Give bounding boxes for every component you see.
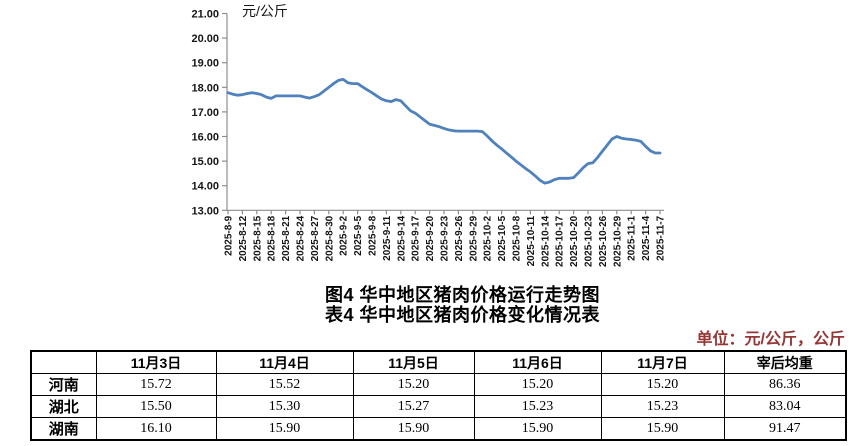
svg-text:2025-9-11: 2025-9-11: [382, 215, 393, 260]
svg-text:15.00: 15.00: [191, 156, 219, 168]
unit-note: 单位：元/公斤，公斤: [696, 331, 845, 348]
svg-text:2025-10-23: 2025-10-23: [584, 215, 595, 267]
svg-text:20.00: 20.00: [191, 33, 219, 45]
svg-text:19.00: 19.00: [191, 58, 219, 70]
table-cell: 15.20: [473, 373, 602, 396]
figure-title: 图4 华中地区猪肉价格运行走势图: [324, 285, 600, 305]
svg-text:2025-11-4: 2025-11-4: [641, 215, 652, 260]
svg-text:21.00: 21.00: [191, 9, 219, 21]
column-header: 11月6日: [473, 350, 602, 374]
svg-text:2025-10-5: 2025-10-5: [497, 215, 508, 261]
table-header: 11月3日 11月4日 11月5日 11月6日 11月7日 宰后均重: [30, 350, 847, 374]
caption-block: 图4 华中地区猪肉价格运行走势图 表4 华中地区猪肉价格变化情况表: [220, 285, 705, 325]
header-row: 11月3日 11月4日 11月5日 11月6日 11月7日 宰后均重: [30, 350, 847, 374]
svg-text:2025-8-9: 2025-8-9: [224, 215, 235, 255]
svg-text:2025-9-17: 2025-9-17: [411, 215, 422, 261]
svg-text:2025-8-12: 2025-8-12: [238, 215, 249, 261]
svg-text:16.00: 16.00: [191, 132, 219, 144]
svg-text:2025-9-2: 2025-9-2: [339, 215, 350, 255]
table-cell: 16.10: [95, 417, 217, 441]
svg-text:13.00: 13.00: [191, 205, 219, 217]
svg-text:2025-9-29: 2025-9-29: [468, 215, 479, 261]
price-trend-chart: 21.00 20.00 19.00 18.00 17.00 16.00 15.00 14.00…: [191, 9, 667, 267]
svg-text:2025-9-23: 2025-9-23: [440, 215, 451, 261]
table-cell: 15.20: [352, 373, 475, 396]
svg-text:2025-8-30: 2025-8-30: [324, 215, 335, 261]
table-cell: 15.52: [215, 373, 354, 396]
table-cell: 83.04: [723, 395, 847, 418]
svg-text:17.00: 17.00: [191, 107, 219, 119]
svg-text:2025-8-27: 2025-8-27: [310, 215, 321, 261]
svg-text:2025-8-21: 2025-8-21: [281, 215, 292, 261]
table-title: 表4 华中地区猪肉价格变化情况表: [324, 304, 600, 325]
table-row: 湖北 15.50 15.30 15.27 15.23 15.23 83.04: [30, 395, 847, 418]
region-label: 河南: [30, 373, 97, 396]
svg-text:2025-9-5: 2025-9-5: [353, 215, 364, 255]
svg-text:2025-10-29: 2025-10-29: [612, 215, 623, 267]
svg-text:2025-9-14: 2025-9-14: [396, 215, 407, 261]
column-header: 11月3日: [95, 350, 217, 374]
table-corner-cell: [30, 350, 97, 374]
svg-text:2025-10-11: 2025-10-11: [526, 215, 537, 266]
column-header: 11月4日: [215, 350, 354, 374]
table-body: 河南 15.72 15.52 15.20 15.20 15.20 86.36 湖北 15.50 1…: [30, 373, 847, 441]
table-cell: 15.90: [215, 417, 354, 441]
svg-text:2025-10-8: 2025-10-8: [512, 215, 523, 261]
svg-text:2025-8-15: 2025-8-15: [252, 215, 263, 261]
table-row: 湖南 16.10 15.90 15.90 15.90 15.90 91.47: [30, 417, 847, 441]
svg-text:2025-10-20: 2025-10-20: [569, 215, 580, 267]
table-cell: 15.23: [473, 395, 602, 418]
table-cell: 15.27: [352, 395, 475, 418]
region-label: 湖北: [30, 395, 97, 418]
table-cell: 15.72: [95, 373, 217, 396]
svg-text:2025-9-20: 2025-9-20: [425, 215, 436, 261]
column-header: 11月5日: [352, 350, 475, 374]
column-header: 11月7日: [600, 350, 725, 374]
table-cell: 15.30: [215, 395, 354, 418]
svg-text:2025-11-7: 2025-11-7: [656, 215, 667, 260]
svg-text:2025-11-1: 2025-11-1: [627, 215, 638, 260]
column-header: 宰后均重: [723, 350, 847, 374]
svg-text:2025-9-8: 2025-9-8: [368, 215, 379, 255]
svg-text:18.00: 18.00: [191, 82, 219, 94]
y-axis-unit-label: 元/公斤: [242, 3, 288, 19]
region-label: 湖南: [30, 417, 97, 441]
table-cell: 86.36: [723, 373, 847, 396]
table-cell: 91.47: [723, 417, 847, 441]
svg-text:2025-10-14: 2025-10-14: [540, 215, 551, 267]
table-row: 河南 15.72 15.52 15.20 15.20 15.20 86.36: [30, 373, 847, 396]
svg-text:2025-10-17: 2025-10-17: [555, 215, 566, 267]
table-cell: 15.23: [600, 395, 725, 418]
table-cell: 15.90: [600, 417, 725, 441]
svg-text:14.00: 14.00: [191, 181, 219, 193]
price-table: 11月3日 11月4日 11月5日 11月6日 11月7日 宰后均重 河南 15.72 15.…: [30, 350, 847, 441]
svg-text:2025-8-18: 2025-8-18: [267, 215, 278, 261]
table-cell: 15.20: [600, 373, 725, 396]
svg-text:2025-10-26: 2025-10-26: [598, 215, 609, 267]
svg-text:2025-10-2: 2025-10-2: [483, 215, 494, 261]
table-cell: 15.90: [473, 417, 602, 441]
svg-text:2025-8-24: 2025-8-24: [296, 215, 307, 261]
table-cell: 15.90: [352, 417, 475, 441]
table-cell: 15.50: [95, 395, 217, 418]
svg-text:2025-9-26: 2025-9-26: [454, 215, 465, 261]
